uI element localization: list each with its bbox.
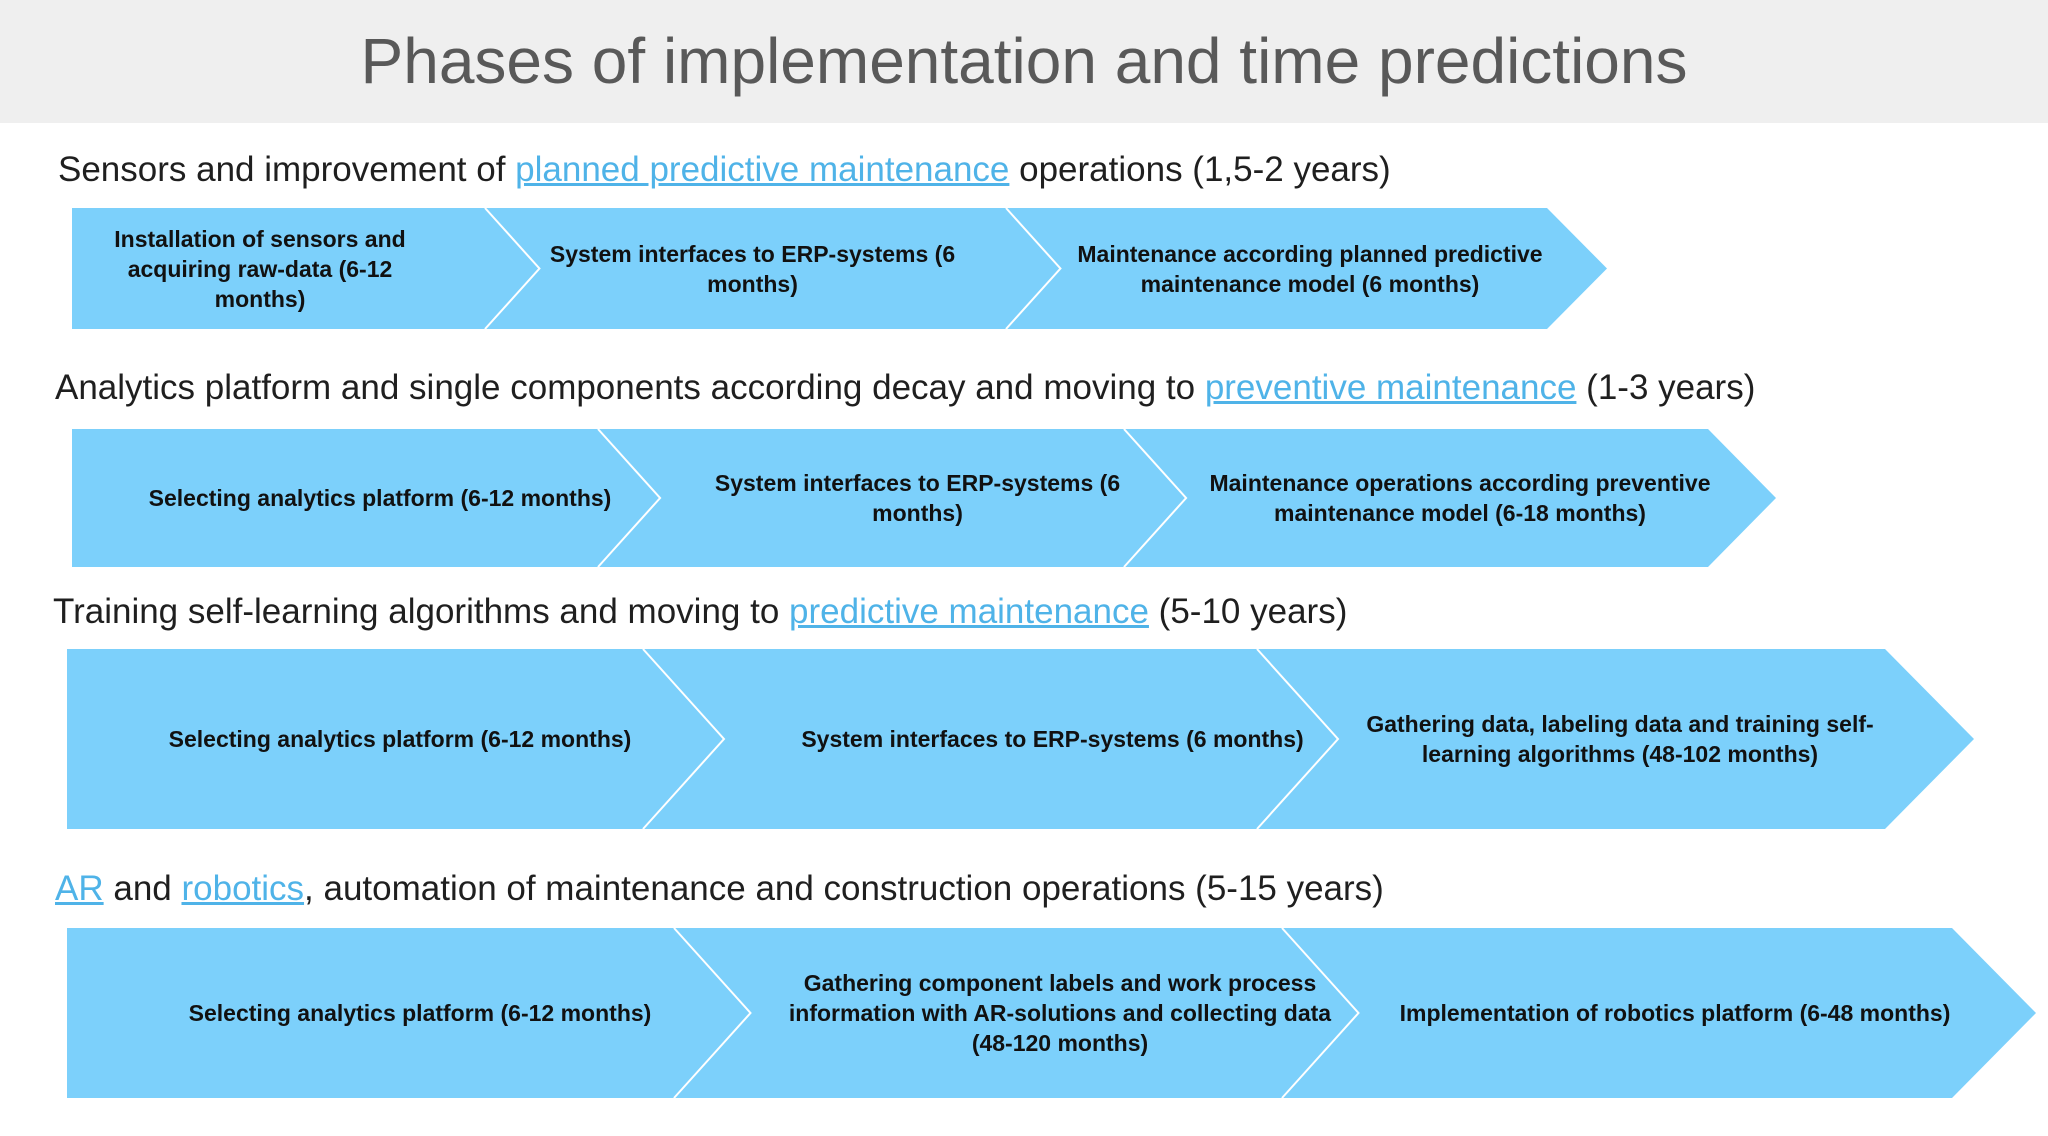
robotics-link[interactable]: robotics (181, 869, 305, 908)
phase-2-heading: Analytics platform and single components… (55, 368, 1755, 408)
step-label: System interfaces to ERP-systems (6 mont… (801, 726, 1304, 752)
step-label: Maintenance operations according prevent… (1209, 470, 1711, 526)
step-label: Gathering data, labeling data and traini… (1366, 711, 1874, 767)
heading-text: (5-10 years) (1148, 592, 1348, 631)
phase-1-heading: Sensors and improvement of planned predi… (58, 150, 1391, 190)
heading-text: Analytics platform and single components… (55, 368, 1205, 407)
phase-3-heading: Training self-learning algorithms and mo… (53, 592, 1347, 632)
heading-text: Training self-learning algorithms and mo… (53, 592, 790, 631)
predictive-maintenance-link[interactable]: predictive maintenance (789, 592, 1149, 631)
step-label: Selecting analytics platform (6-12 month… (168, 726, 632, 752)
heading-text: (1-3 years) (1576, 368, 1756, 407)
step-divider (484, 207, 541, 330)
heading-text: Sensors and improvement of (58, 150, 516, 189)
page-title: Phases of implementation and time predic… (360, 25, 1688, 97)
ar-link[interactable]: AR (55, 869, 104, 908)
step-label: Maintenance according planned predictive… (1077, 240, 1543, 297)
step-label: Selecting analytics platform (6-12 month… (188, 1000, 652, 1026)
planned-predictive-maintenance-link[interactable]: planned predictive maintenance (515, 150, 1010, 189)
step-label: Implementation of robotics platform (6-4… (1399, 1000, 1951, 1026)
heading-text: , automation of maintenance and construc… (304, 869, 1384, 908)
heading-text: and (103, 869, 182, 908)
title-bar (0, 0, 2048, 123)
step-label: System interfaces to ERP-systems (6 mont… (549, 240, 956, 297)
heading-text: operations (1,5-2 years) (1009, 150, 1391, 189)
step-label: System interfaces to ERP-systems (6 mont… (714, 470, 1121, 526)
step-divider (1005, 207, 1062, 330)
step-label: Installation of sensors and acquiring ra… (114, 225, 406, 312)
preventive-maintenance-link[interactable]: preventive maintenance (1204, 368, 1577, 407)
step-label: Gathering component labels and work proc… (788, 970, 1332, 1056)
step-label: Selecting analytics platform (6-12 month… (148, 485, 612, 511)
phase-4-heading: AR and robotics, automation of maintenan… (55, 869, 1384, 909)
